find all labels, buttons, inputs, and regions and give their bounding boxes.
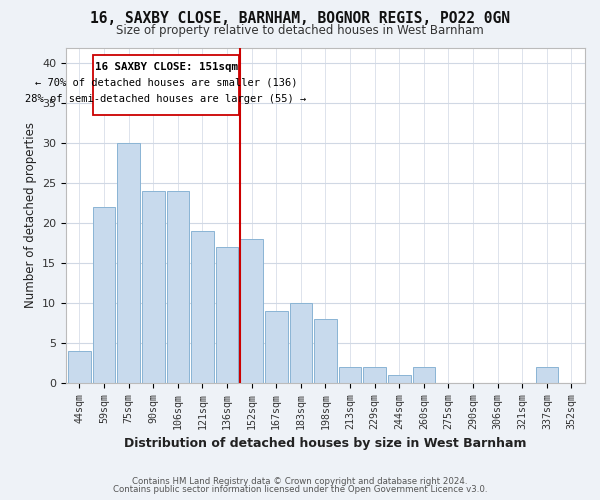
Bar — [536, 367, 558, 383]
Text: Contains HM Land Registry data © Crown copyright and database right 2024.: Contains HM Land Registry data © Crown c… — [132, 477, 468, 486]
Bar — [241, 239, 263, 383]
Text: Contains public sector information licensed under the Open Government Licence v3: Contains public sector information licen… — [113, 485, 487, 494]
Text: Size of property relative to detached houses in West Barnham: Size of property relative to detached ho… — [116, 24, 484, 37]
Bar — [339, 367, 361, 383]
Bar — [68, 351, 91, 383]
Bar — [118, 144, 140, 383]
Bar — [364, 367, 386, 383]
Text: 16 SAXBY CLOSE: 151sqm: 16 SAXBY CLOSE: 151sqm — [95, 62, 238, 72]
Bar — [216, 247, 238, 383]
Bar — [314, 319, 337, 383]
Bar — [290, 303, 312, 383]
Bar — [167, 192, 189, 383]
X-axis label: Distribution of detached houses by size in West Barnham: Distribution of detached houses by size … — [124, 437, 527, 450]
FancyBboxPatch shape — [93, 56, 239, 116]
Bar — [191, 231, 214, 383]
Bar — [388, 375, 410, 383]
Y-axis label: Number of detached properties: Number of detached properties — [23, 122, 37, 308]
Text: ← 70% of detached houses are smaller (136): ← 70% of detached houses are smaller (13… — [35, 78, 298, 88]
Bar — [142, 192, 164, 383]
Bar — [265, 311, 287, 383]
Text: 16, SAXBY CLOSE, BARNHAM, BOGNOR REGIS, PO22 0GN: 16, SAXBY CLOSE, BARNHAM, BOGNOR REGIS, … — [90, 11, 510, 26]
Text: 28% of semi-detached houses are larger (55) →: 28% of semi-detached houses are larger (… — [25, 94, 307, 104]
Bar — [93, 207, 115, 383]
Bar — [413, 367, 435, 383]
